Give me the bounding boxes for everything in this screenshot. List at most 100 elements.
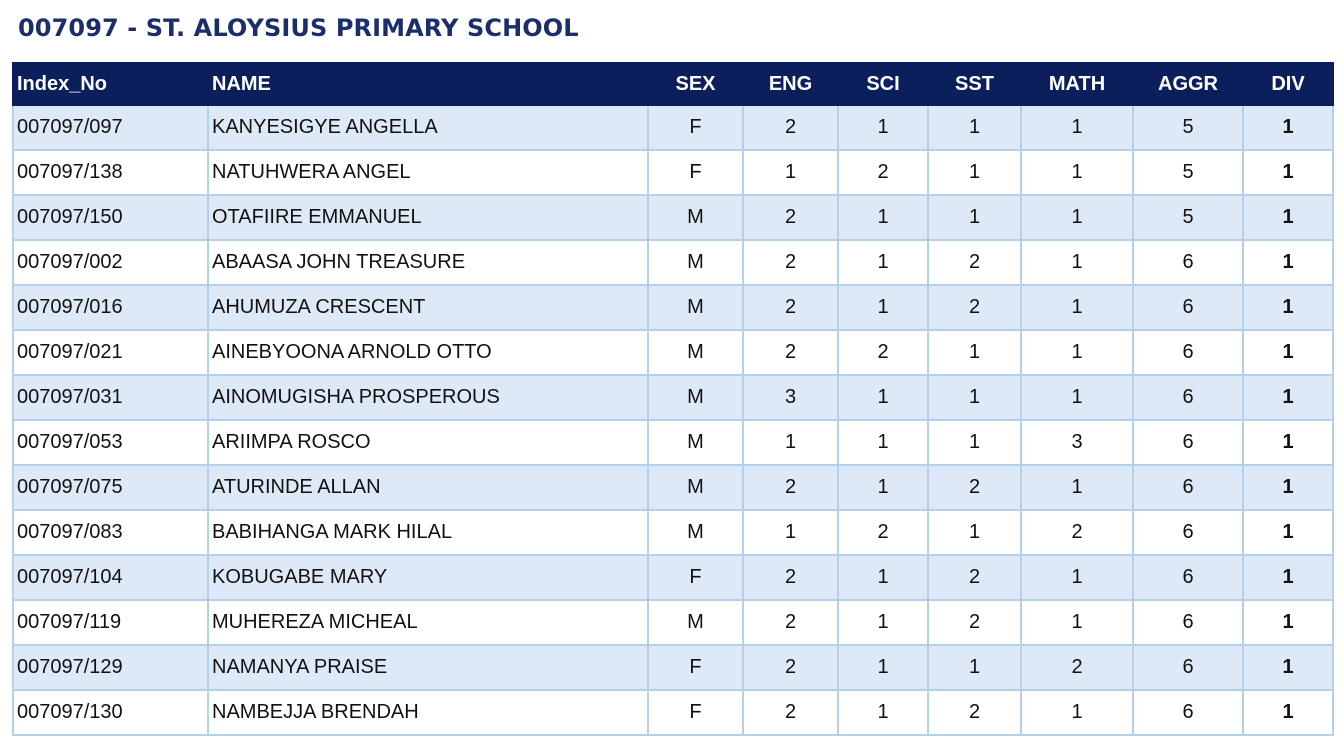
cell-eng: 2	[742, 689, 839, 736]
cell-name: KOBUGABE MARY	[207, 554, 649, 601]
cell-name: AINEBYOONA ARNOLD OTTO	[207, 329, 649, 376]
cell-eng: 1	[742, 419, 839, 466]
cell-sst: 1	[927, 149, 1022, 196]
table-row: 007097/130 NAMBEJJA BRENDAH F 2 1 2 1 6 1	[12, 689, 1334, 736]
table-row: 007097/083 BABIHANGA MARK HILAL M 1 2 1 2 6 1	[12, 509, 1334, 556]
cell-math: 1	[1020, 464, 1134, 511]
cell-aggr: 5	[1132, 194, 1244, 241]
table-row: 007097/150 OTAFIIRE EMMANUEL M 2 1 1 1 5 1	[12, 194, 1334, 241]
cell-sex: M	[647, 464, 744, 511]
table-header: Index_No NAME SEX ENG SCI SST MATH AGGR …	[12, 62, 1334, 106]
cell-sex: F	[647, 554, 744, 601]
column-header-sex: SEX	[647, 62, 744, 106]
cell-index-no: 007097/130	[12, 689, 209, 736]
cell-eng: 2	[742, 284, 839, 331]
cell-eng: 2	[742, 644, 839, 691]
table-row: 007097/031 AINOMUGISHA PROSPEROUS M 3 1 1 1 6 1	[12, 374, 1334, 421]
cell-name: KANYESIGYE ANGELLA	[207, 104, 649, 151]
cell-div: 1	[1242, 239, 1334, 286]
cell-math: 1	[1020, 194, 1134, 241]
table-row: 007097/097 KANYESIGYE ANGELLA F 2 1 1 1 5 1	[12, 104, 1334, 151]
cell-index-no: 007097/083	[12, 509, 209, 556]
cell-index-no: 007097/129	[12, 644, 209, 691]
column-header-sci: SCI	[837, 62, 929, 106]
cell-sex: M	[647, 329, 744, 376]
cell-sci: 1	[837, 239, 929, 286]
cell-index-no: 007097/002	[12, 239, 209, 286]
cell-index-no: 007097/097	[12, 104, 209, 151]
cell-index-no: 007097/150	[12, 194, 209, 241]
cell-sci: 1	[837, 104, 929, 151]
cell-name: NATUHWERA ANGEL	[207, 149, 649, 196]
cell-eng: 1	[742, 149, 839, 196]
table-row: 007097/053 ARIIMPA ROSCO M 1 1 1 3 6 1	[12, 419, 1334, 466]
cell-div: 1	[1242, 644, 1334, 691]
column-header-eng: ENG	[742, 62, 839, 106]
cell-sex: F	[647, 689, 744, 736]
cell-sex: M	[647, 284, 744, 331]
column-header-math: MATH	[1020, 62, 1134, 106]
cell-sex: F	[647, 644, 744, 691]
cell-div: 1	[1242, 104, 1334, 151]
column-header-aggr: AGGR	[1132, 62, 1244, 106]
cell-math: 1	[1020, 104, 1134, 151]
cell-eng: 2	[742, 329, 839, 376]
table-body: 007097/097 KANYESIGYE ANGELLA F 2 1 1 1 5 1 00709…	[12, 104, 1334, 736]
cell-index-no: 007097/075	[12, 464, 209, 511]
cell-name: MUHEREZA MICHEAL	[207, 599, 649, 646]
cell-sex: F	[647, 149, 744, 196]
cell-index-no: 007097/016	[12, 284, 209, 331]
cell-eng: 2	[742, 554, 839, 601]
column-header-div: DIV	[1242, 62, 1334, 106]
cell-sci: 1	[837, 599, 929, 646]
cell-math: 1	[1020, 689, 1134, 736]
cell-index-no: 007097/119	[12, 599, 209, 646]
cell-aggr: 5	[1132, 104, 1244, 151]
table-row: 007097/016 AHUMUZA CRESCENT M 2 1 2 1 6 1	[12, 284, 1334, 331]
cell-sst: 2	[927, 464, 1022, 511]
cell-name: AHUMUZA CRESCENT	[207, 284, 649, 331]
cell-name: OTAFIIRE EMMANUEL	[207, 194, 649, 241]
cell-eng: 2	[742, 599, 839, 646]
cell-sst: 1	[927, 644, 1022, 691]
cell-math: 1	[1020, 599, 1134, 646]
cell-sst: 2	[927, 599, 1022, 646]
cell-sex: M	[647, 374, 744, 421]
cell-aggr: 6	[1132, 239, 1244, 286]
cell-sst: 1	[927, 509, 1022, 556]
column-header-sst: SST	[927, 62, 1022, 106]
cell-sst: 1	[927, 104, 1022, 151]
table-row: 007097/002 ABAASA JOHN TREASURE M 2 1 2 1 6 1	[12, 239, 1334, 286]
cell-div: 1	[1242, 689, 1334, 736]
cell-sst: 1	[927, 194, 1022, 241]
cell-math: 1	[1020, 239, 1134, 286]
cell-math: 2	[1020, 644, 1134, 691]
cell-sci: 1	[837, 284, 929, 331]
page-title: 007097 - ST. ALOYSIUS PRIMARY SCHOOL	[18, 14, 579, 42]
cell-aggr: 6	[1132, 644, 1244, 691]
cell-aggr: 5	[1132, 149, 1244, 196]
column-header-name: NAME	[207, 62, 649, 106]
table-row: 007097/138 NATUHWERA ANGEL F 1 2 1 1 5 1	[12, 149, 1334, 196]
cell-index-no: 007097/104	[12, 554, 209, 601]
cell-math: 1	[1020, 149, 1134, 196]
cell-div: 1	[1242, 554, 1334, 601]
cell-aggr: 6	[1132, 329, 1244, 376]
cell-sex: M	[647, 239, 744, 286]
cell-sst: 1	[927, 329, 1022, 376]
cell-aggr: 6	[1132, 599, 1244, 646]
cell-sex: M	[647, 599, 744, 646]
cell-sst: 1	[927, 419, 1022, 466]
cell-sst: 2	[927, 689, 1022, 736]
cell-math: 2	[1020, 509, 1134, 556]
cell-math: 1	[1020, 329, 1134, 376]
cell-div: 1	[1242, 194, 1334, 241]
column-header-index-no: Index_No	[12, 62, 209, 106]
cell-sex: F	[647, 104, 744, 151]
cell-eng: 3	[742, 374, 839, 421]
cell-aggr: 6	[1132, 374, 1244, 421]
cell-sci: 1	[837, 374, 929, 421]
table-row: 007097/129 NAMANYA PRAISE F 2 1 1 2 6 1	[12, 644, 1334, 691]
cell-div: 1	[1242, 374, 1334, 421]
cell-aggr: 6	[1132, 689, 1244, 736]
